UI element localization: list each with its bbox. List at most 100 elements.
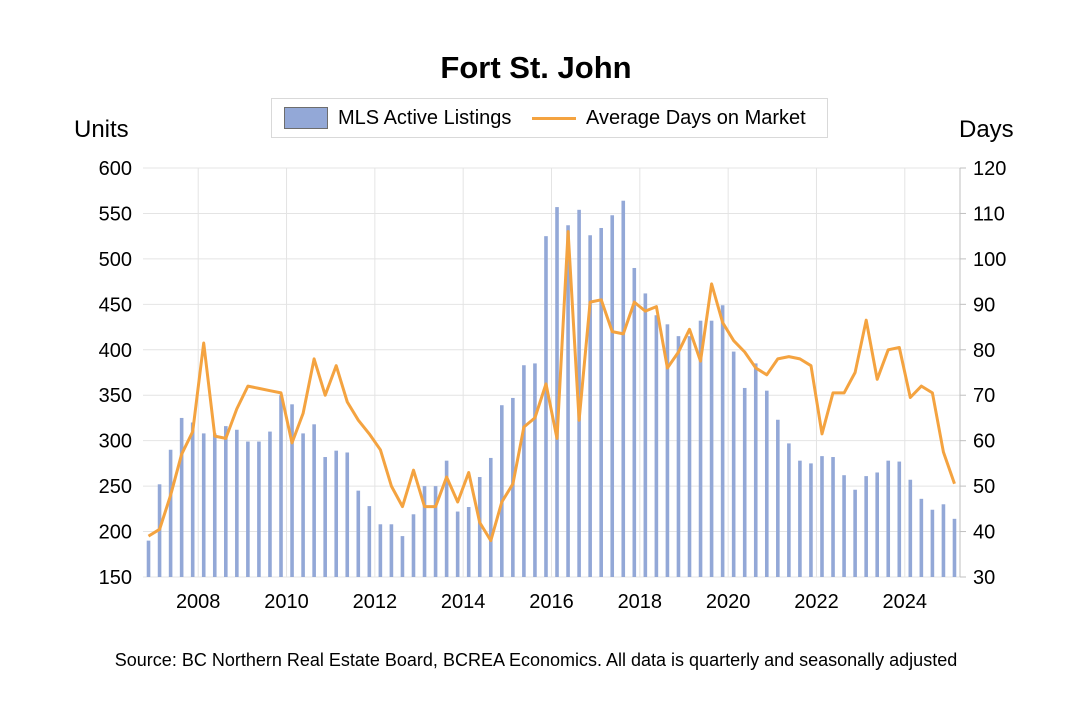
bar-listings xyxy=(654,315,659,577)
y-right-tick-label: 90 xyxy=(973,294,995,316)
bar-listings xyxy=(455,511,460,577)
bar-listings xyxy=(422,486,427,577)
x-tick-label: 2016 xyxy=(529,591,574,613)
bar-listings xyxy=(146,540,151,577)
y-left-axis-label: Units xyxy=(74,116,129,143)
source-note: Source: BC Northern Real Estate Board, B… xyxy=(114,650,958,670)
y-left-tick-label: 250 xyxy=(99,476,132,498)
bar-listings xyxy=(290,404,294,577)
bar-listings xyxy=(345,452,350,577)
bar-listings xyxy=(268,431,272,577)
bar-listings xyxy=(742,387,747,577)
bar-listings xyxy=(190,422,195,577)
legend-label-days: Average Days on Market xyxy=(586,106,806,129)
bar-listings xyxy=(533,363,537,577)
x-tick-label: 2024 xyxy=(883,591,928,613)
bar-listings xyxy=(544,236,548,577)
bar-listings xyxy=(709,320,714,577)
bar-listings xyxy=(875,472,879,577)
bar-listings xyxy=(831,457,835,577)
y-left-tick-label: 200 xyxy=(99,522,132,544)
bar-listings xyxy=(566,225,570,577)
y-right-tick-label: 40 xyxy=(973,522,995,544)
bar-listings xyxy=(764,390,769,577)
bar-listings xyxy=(301,433,305,577)
bar-listings xyxy=(698,320,703,577)
bar-listings xyxy=(665,324,670,577)
bar-listings xyxy=(433,486,438,577)
y-left-tick-label: 400 xyxy=(99,340,132,362)
bar-listings xyxy=(853,489,857,577)
bar-listings xyxy=(168,449,173,577)
bar-listings xyxy=(212,433,217,577)
bar-listings xyxy=(179,417,184,577)
bar-listings xyxy=(235,429,239,577)
bar-listings xyxy=(334,450,339,577)
x-tick-label: 2012 xyxy=(353,591,398,613)
bar-listings xyxy=(522,365,526,577)
y-right-tick-label: 70 xyxy=(973,385,995,407)
legend: MLS Active Listings Average Days on Mark… xyxy=(271,98,828,138)
bar-listings xyxy=(389,524,394,577)
bar-listings xyxy=(279,395,283,577)
bar-listings xyxy=(776,419,780,577)
y-right-tick-label: 60 xyxy=(973,431,995,453)
y-left-tick-label: 600 xyxy=(99,158,132,180)
bar-listings xyxy=(323,457,327,577)
y-left-tick-label: 550 xyxy=(99,203,132,225)
x-tick-label: 2008 xyxy=(176,591,221,613)
bar-listings xyxy=(809,463,813,577)
bar-listings xyxy=(488,457,493,577)
bar-listings xyxy=(864,476,868,577)
bar-listings xyxy=(312,424,316,577)
y-left-tick-label: 300 xyxy=(99,431,132,453)
legend-item-listings: MLS Active Listings xyxy=(284,99,511,137)
bar-listings xyxy=(676,336,681,577)
bar-listings xyxy=(400,536,405,577)
bar-listings xyxy=(224,426,228,577)
bar-listings xyxy=(687,336,692,577)
bar-listings xyxy=(720,305,725,577)
y-right-axis-label: Days xyxy=(959,116,1014,143)
bar-listings xyxy=(820,456,824,577)
bar-listings xyxy=(643,293,648,577)
bar-listings xyxy=(356,490,361,577)
y-left-tick-label: 500 xyxy=(99,249,132,271)
bar-listings xyxy=(919,498,924,577)
legend-swatch-line xyxy=(532,116,576,120)
x-tick-label: 2018 xyxy=(618,591,663,613)
bar-listings xyxy=(411,514,416,577)
legend-item-days: Average Days on Market xyxy=(532,99,806,137)
bar-listings xyxy=(511,397,515,577)
y-left-tick-label: 450 xyxy=(99,294,132,316)
bar-listings xyxy=(886,460,891,577)
bar-listings xyxy=(367,506,372,577)
chart-title: Fort St. John xyxy=(440,50,632,85)
bar-listings xyxy=(621,200,626,577)
bar-listings xyxy=(378,524,383,577)
bar-listings xyxy=(588,235,592,577)
x-tick-label: 2014 xyxy=(441,591,486,613)
bar-listings xyxy=(466,507,471,577)
y-right-tick-label: 30 xyxy=(973,567,995,589)
bar-listings xyxy=(798,460,802,577)
line-days-on-market xyxy=(147,230,956,543)
bar-listings xyxy=(842,475,846,577)
y-left-tick-label: 150 xyxy=(99,567,132,589)
bar-listings xyxy=(257,441,261,577)
y-right-tick-label: 80 xyxy=(973,340,995,362)
bar-listings xyxy=(599,227,603,577)
bar-listings xyxy=(477,477,482,577)
bar-listings xyxy=(577,209,581,577)
bar-listings xyxy=(632,267,637,577)
bar-listings xyxy=(500,405,504,577)
y-right-tick-label: 100 xyxy=(973,249,1006,271)
bar-listings xyxy=(753,363,758,577)
bar-listings xyxy=(941,504,946,577)
bar-listings xyxy=(610,215,615,578)
bar-listings xyxy=(930,509,935,577)
bar-listings xyxy=(897,461,902,577)
x-tick-label: 2022 xyxy=(794,591,839,613)
y-right-tick-label: 120 xyxy=(973,158,1006,180)
